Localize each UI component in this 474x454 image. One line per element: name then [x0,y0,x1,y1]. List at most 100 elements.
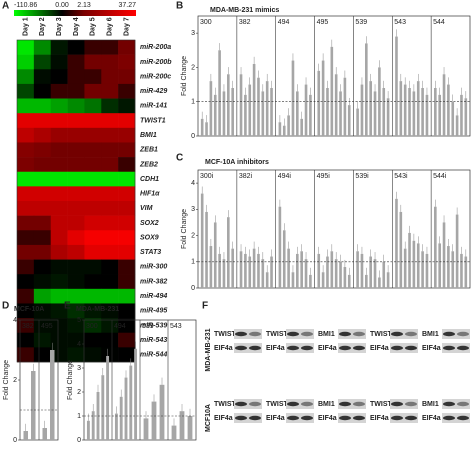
bar [369,81,372,136]
heatmap-cell [84,201,102,216]
group-label: 543i [394,173,408,180]
bar [347,105,351,136]
bar [300,251,303,288]
heatmap-cell [118,318,136,334]
bar [330,46,334,136]
blot-band [353,415,365,421]
heatmap-cell [17,274,35,290]
bar [412,91,416,136]
bar [261,91,265,136]
heatmap-cell [84,332,102,348]
y-tick-label: 1 [77,413,81,420]
group-label: 495 [317,19,329,26]
y-tick-label: 4 [77,341,81,348]
blot-band [457,331,469,337]
bar [386,272,390,288]
heatmap-cell [17,186,35,202]
row-label: STAT3 [140,249,161,256]
heatmap-cell [67,230,85,246]
bar [339,261,342,288]
bar [119,396,123,440]
bar [270,88,273,136]
heatmap-cell [17,259,35,275]
heatmap-cell [50,303,68,319]
panel-letter: E [64,301,71,312]
y-axis-label: Fold Change [3,360,10,400]
group-label: 382i [239,173,253,180]
heatmap-cell [84,288,102,304]
bar [464,98,468,136]
bar [265,272,269,288]
blot-strip [286,413,314,423]
bar [304,259,308,288]
bar [460,94,463,136]
bar [451,251,455,288]
bar [257,253,260,288]
row-label: miR-429 [140,88,167,95]
heatmap-cell [17,69,35,85]
heatmap-cell [67,98,85,114]
bar [209,81,213,136]
column-label: Day 7 [123,17,130,36]
panel-letter: B [176,1,183,12]
blot-band [405,345,417,351]
bar [213,222,217,288]
heatmap-cell [118,259,136,275]
bar [464,256,468,288]
bar [382,261,386,288]
heatmap-cell [33,113,52,129]
heatmap-cell [33,201,52,216]
column-label: Day 4 [73,17,80,36]
group-label: 300 [86,323,98,330]
bar [187,416,193,440]
row-label: TWIST1 [140,117,166,124]
heatmap-cell [101,186,119,202]
bar [438,94,441,136]
blot-band [405,401,417,407]
row-label: HIF1α [140,191,160,198]
bar [205,211,208,288]
heatmap-cell [84,157,102,173]
blot-band [287,415,299,421]
heatmap-cell [118,83,136,99]
heatmap-cell [67,332,85,348]
heatmap-cell [101,244,119,260]
heatmap-cell [50,127,68,143]
row-label: CDH1 [140,176,159,183]
bar [218,50,221,136]
blot-band [301,401,313,407]
blot-band [287,401,299,407]
y-tick-label: 3 [191,206,195,213]
protein-label: EIF4a [422,345,441,352]
bar [23,431,28,440]
heatmap-cell [84,259,102,275]
blot-band [249,345,261,351]
y-tick-label: 3 [191,30,195,37]
bar [309,274,312,288]
blot-band [391,401,403,407]
group-label: 544 [433,19,445,26]
heatmap-cell [50,244,68,260]
heatmap-cell [33,54,52,70]
heatmap-cell [84,244,102,260]
bar [265,81,269,136]
heatmap-cell [101,54,119,70]
heatmap-cell [33,288,52,304]
heatmap-cell [50,142,68,158]
bar [373,259,377,288]
heatmap-cell [33,274,52,290]
bar [291,60,295,137]
group-label: 494 [114,323,126,330]
column-label: Day 6 [107,17,114,36]
heatmap-cell [17,171,35,187]
bar [365,274,368,288]
bar [421,88,424,136]
group-label: 543 [394,19,406,26]
blot-band [391,345,403,351]
bar [252,64,256,136]
bar [360,84,364,136]
heatmap-cell [33,259,52,275]
row-label: miR-494 [140,293,167,300]
protein-label: EIF4a [318,345,337,352]
bar [425,94,429,136]
